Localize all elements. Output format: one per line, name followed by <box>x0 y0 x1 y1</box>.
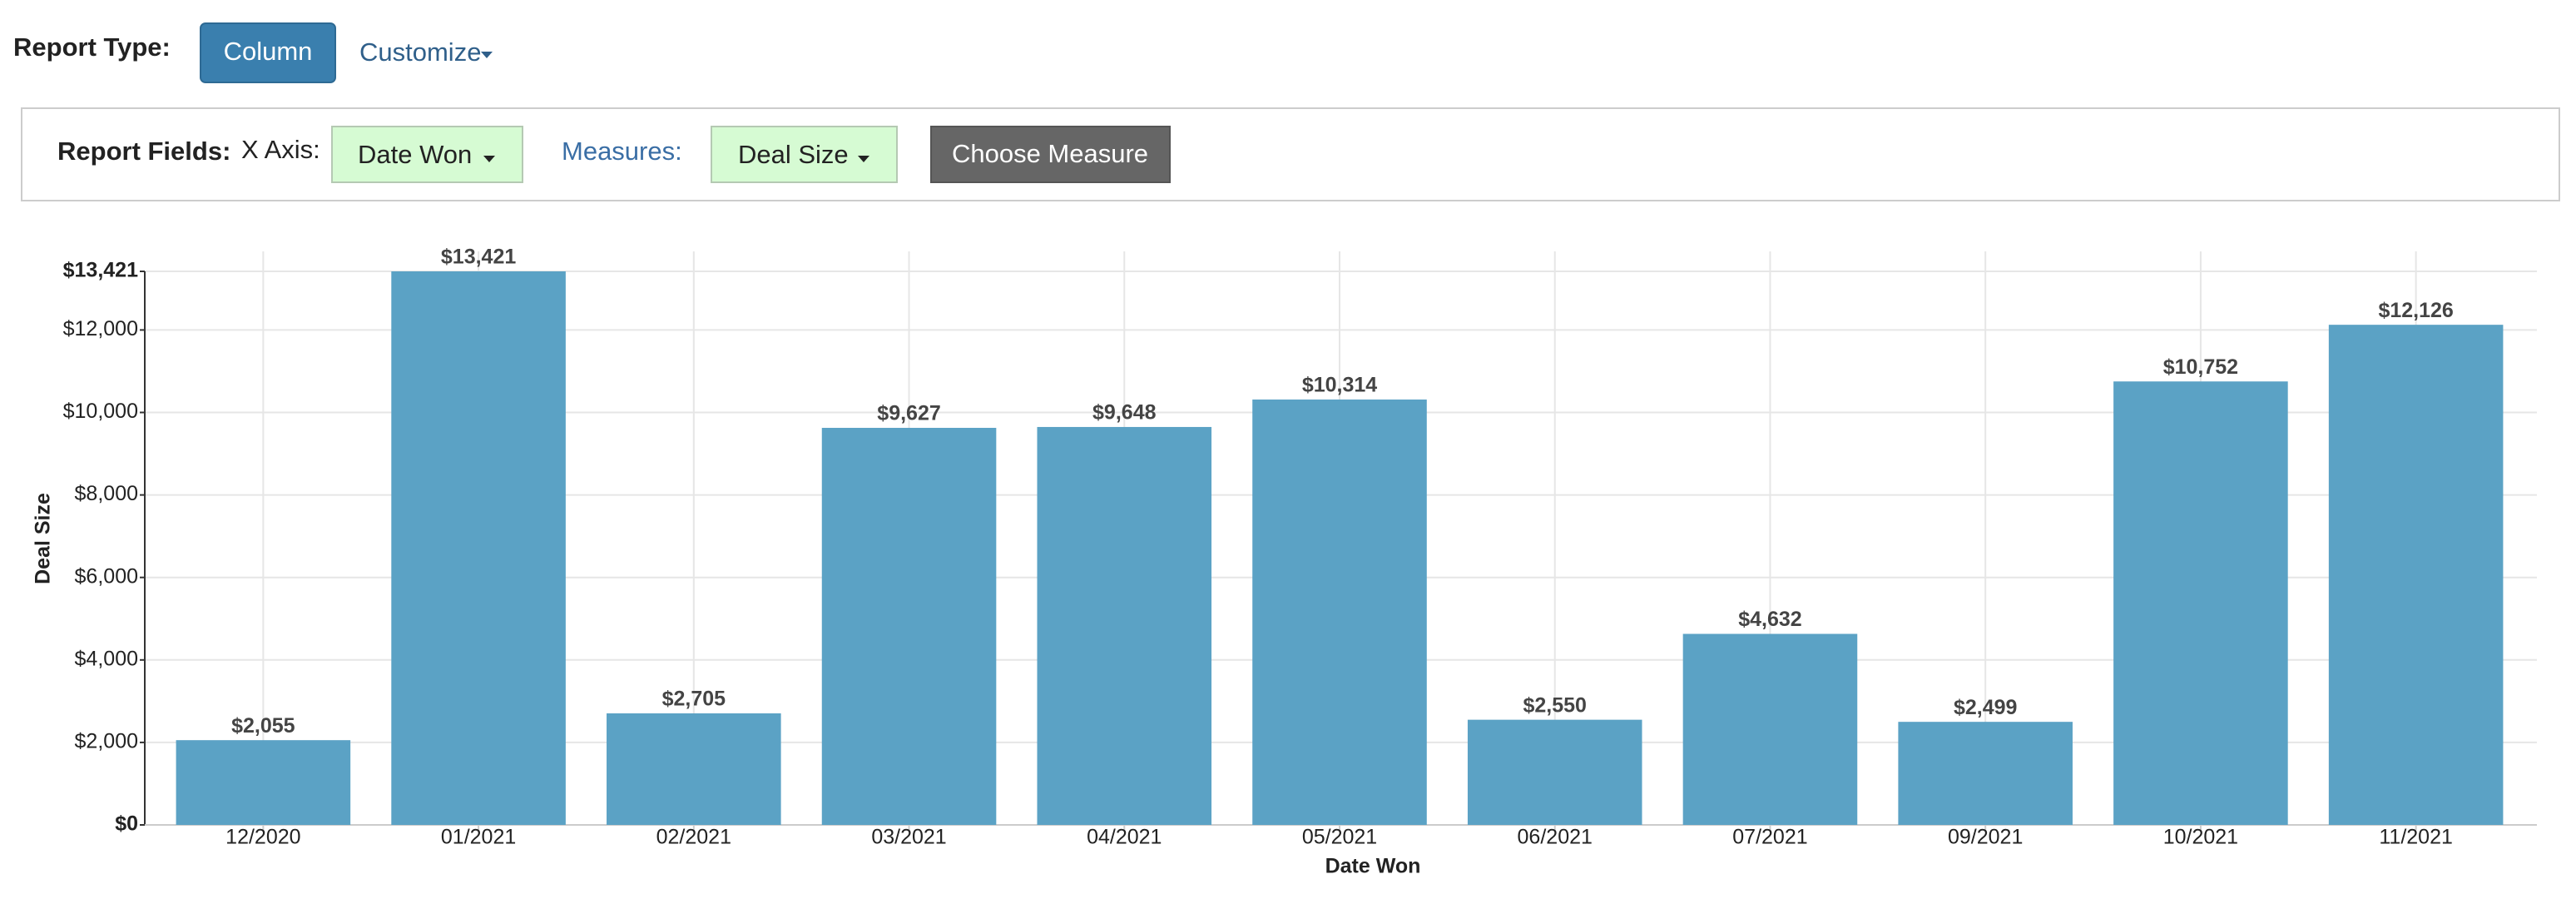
y-tick-label: $10,000 <box>63 400 138 423</box>
data-label: $2,055 <box>231 714 295 738</box>
bar <box>2328 325 2504 825</box>
caret <box>481 52 493 58</box>
bar <box>1682 633 1858 825</box>
x-tick-label: 04/2021 <box>1087 826 1162 849</box>
data-label: $4,632 <box>1738 608 1801 631</box>
y-tick-label: $4,000 <box>75 647 138 670</box>
x-tick-label: 01/2021 <box>441 826 516 849</box>
choose-measure-text[interactable]: Choose Measure <box>952 139 1148 168</box>
y-tick-label: $6,000 <box>75 564 138 588</box>
report-fields-label: Report Fields: <box>57 137 230 166</box>
bar <box>1252 399 1427 825</box>
x-tick-label: 05/2021 <box>1302 826 1377 849</box>
measure-button-text[interactable]: Deal Size <box>738 140 849 169</box>
x-tick-label: 02/2021 <box>656 826 731 849</box>
bar <box>1898 722 2073 825</box>
caret <box>483 156 495 162</box>
x-axis-button-text[interactable]: Date Won <box>358 140 472 169</box>
bar <box>176 740 351 825</box>
measures-label: Measures: <box>562 137 682 166</box>
data-label: $10,752 <box>2163 355 2238 379</box>
x-tick-label: 06/2021 <box>1518 826 1593 849</box>
y-tick-label: $12,000 <box>63 317 138 340</box>
data-label: $12,126 <box>2378 299 2453 322</box>
x-tick-label: 09/2021 <box>1948 826 2023 849</box>
y-tick-label: $0 <box>115 812 138 836</box>
x-tick-label: 03/2021 <box>871 826 946 849</box>
data-label: $9,648 <box>1092 401 1157 425</box>
x-axis-label: X Axis: <box>241 135 320 164</box>
column-button-text[interactable]: Column <box>224 37 313 66</box>
customize-menu[interactable]: Customize <box>359 37 481 67</box>
y-tick-label: $2,000 <box>75 730 138 753</box>
data-label: $10,314 <box>1302 374 1377 397</box>
bar <box>2113 381 2288 826</box>
y-tick-label: $8,000 <box>75 482 138 505</box>
caret <box>858 156 869 162</box>
data-label: $2,705 <box>662 688 726 711</box>
bar <box>1467 719 1642 825</box>
bar <box>1037 426 1212 825</box>
x-tick-label: 12/2020 <box>225 826 300 849</box>
x-axis-button[interactable] <box>331 126 523 183</box>
y-tick-label: $13,421 <box>63 259 138 282</box>
data-label: $13,421 <box>441 246 516 269</box>
y-axis-title: Deal Size <box>32 493 55 584</box>
x-axis-title: Date Won <box>1325 855 1421 878</box>
x-tick-label: 10/2021 <box>2163 826 2238 849</box>
report-type-label: Report Type: <box>13 32 171 62</box>
choose-measure-button[interactable] <box>930 126 1171 183</box>
bar <box>607 713 781 825</box>
data-label: $2,499 <box>1954 696 2017 719</box>
x-tick-label: 07/2021 <box>1732 826 1807 849</box>
data-label: $2,550 <box>1523 693 1586 717</box>
bar <box>821 427 997 825</box>
column-button[interactable] <box>200 22 336 83</box>
data-label: $9,627 <box>877 402 940 425</box>
bar <box>391 271 566 825</box>
measure-button[interactable] <box>711 126 898 183</box>
x-tick-label: 11/2021 <box>2379 826 2453 849</box>
